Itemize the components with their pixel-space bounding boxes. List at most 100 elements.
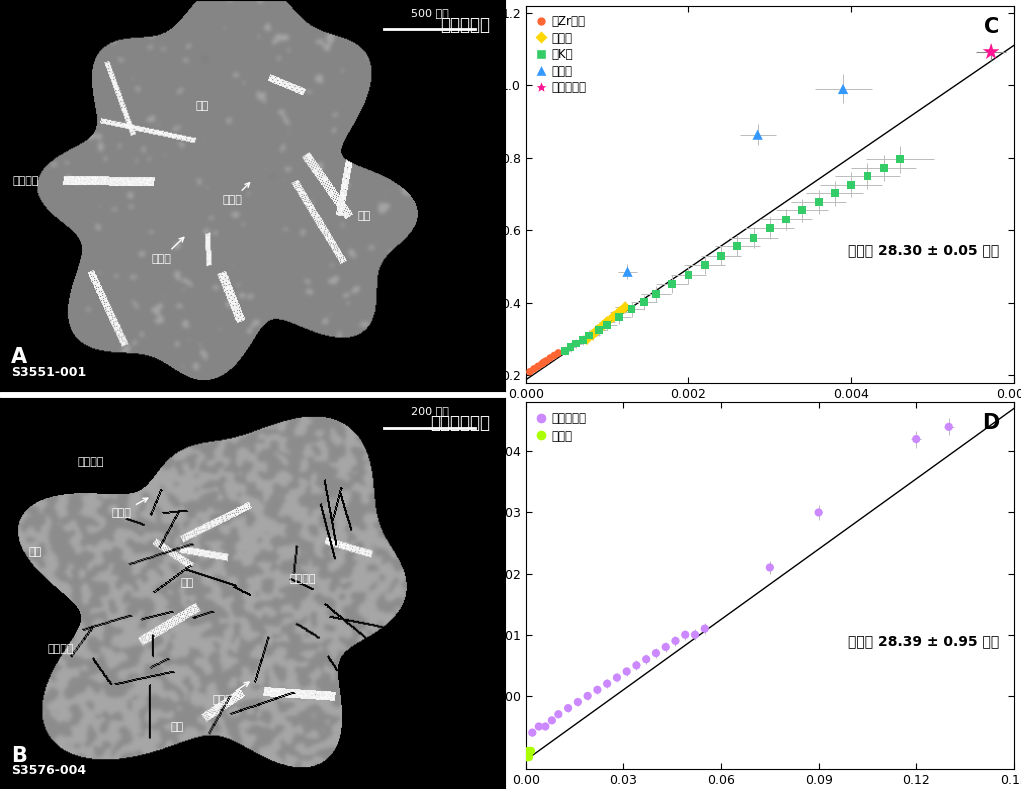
Point	[534, 357, 550, 370]
Point	[568, 337, 584, 350]
Point	[589, 323, 605, 336]
Legend: 含Zr矿物, 磷灰石, 富K相, 陎硫鐵, 月球初始铅: 含Zr矿物, 磷灰石, 富K相, 陎硫鐵, 月球初始铅	[532, 11, 590, 98]
Point	[762, 222, 778, 234]
Text: 超低钓玄武岩: 超低钓玄武岩	[430, 414, 490, 432]
Point	[584, 328, 600, 341]
Text: 单斜辉石: 单斜辉石	[47, 645, 74, 654]
Point	[599, 318, 616, 331]
Text: 单斜辉石: 单斜辉石	[290, 574, 317, 584]
Text: C: C	[984, 17, 1000, 37]
Y-axis label: $^{207}$Pb/$^{206}$Pb: $^{207}$Pb/$^{206}$Pb	[481, 156, 498, 232]
Point	[612, 311, 628, 323]
Point	[619, 665, 635, 678]
Point	[550, 708, 567, 720]
Point	[811, 196, 827, 208]
Point	[713, 249, 729, 262]
Text: 500 微米: 500 微米	[410, 8, 448, 17]
Point	[664, 278, 680, 290]
Text: 钓鐵矿: 钓鐵矿	[212, 682, 249, 705]
Text: B: B	[11, 746, 27, 765]
Point	[519, 751, 535, 764]
Text: 低钓玄武岩: 低钓玄武岩	[440, 16, 490, 34]
Point	[580, 690, 596, 702]
Point	[636, 296, 652, 308]
Point	[624, 303, 640, 316]
Point	[581, 329, 597, 342]
Point	[579, 333, 595, 346]
Text: 钓鐵矿: 钓鐵矿	[151, 237, 184, 264]
Point	[638, 653, 654, 665]
Text: D: D	[982, 413, 1000, 433]
Point	[530, 360, 546, 372]
Point	[560, 702, 576, 715]
Point	[537, 720, 553, 733]
Text: 钓鐵矿: 钓鐵矿	[223, 183, 250, 205]
Text: 长石: 长石	[181, 578, 194, 588]
Point	[612, 305, 628, 318]
Point	[668, 634, 684, 647]
Text: 长石: 长石	[171, 723, 184, 732]
Point	[620, 265, 636, 278]
Point	[811, 507, 827, 519]
Point	[575, 334, 591, 346]
Point	[591, 323, 607, 336]
Point	[696, 259, 713, 271]
Point	[542, 352, 558, 365]
Point	[543, 714, 560, 727]
Y-axis label: $^{87}$Sr/$^{86}$Sr: $^{87}$Sr/$^{86}$Sr	[465, 556, 482, 615]
Text: A: A	[11, 347, 28, 367]
Point	[521, 751, 537, 764]
Point	[891, 153, 908, 166]
Point	[526, 363, 542, 376]
Point	[520, 745, 536, 757]
Point	[520, 751, 536, 764]
Point	[589, 683, 605, 696]
Point	[647, 287, 664, 300]
Point	[595, 319, 612, 331]
Point	[794, 204, 811, 217]
Point	[677, 629, 693, 641]
Text: 200 微米: 200 微米	[410, 406, 448, 416]
X-axis label: $^{204}$Pb/$^{206}$Pb: $^{204}$Pb/$^{206}$Pb	[732, 406, 808, 424]
Text: 长石: 长石	[196, 101, 208, 111]
Point	[749, 129, 766, 141]
Point	[521, 751, 537, 764]
Text: 长石: 长石	[29, 547, 42, 557]
Point	[835, 83, 852, 95]
Point	[647, 647, 664, 660]
Point	[550, 346, 567, 359]
Point	[556, 345, 573, 357]
Point	[983, 46, 1000, 58]
Point	[680, 268, 696, 281]
Text: 单斜辉石: 单斜辉石	[12, 176, 39, 185]
Point	[940, 421, 957, 433]
Legend: 后期填充物, 斜长石: 后期填充物, 斜长石	[532, 408, 590, 446]
Point	[519, 751, 535, 764]
Point	[563, 341, 579, 353]
Point	[519, 751, 535, 764]
Point	[658, 641, 674, 653]
Point	[570, 696, 586, 709]
Point	[599, 677, 616, 690]
Text: 长石: 长石	[357, 211, 371, 221]
Point	[531, 720, 547, 733]
Point	[522, 365, 538, 378]
Text: S3551-001: S3551-001	[11, 366, 87, 379]
Point	[524, 726, 540, 739]
Text: 年龄： 28.39 ± 0.95 亿年: 年龄： 28.39 ± 0.95 亿年	[848, 634, 1000, 648]
Point	[609, 671, 625, 684]
Point	[605, 310, 622, 323]
Point	[827, 187, 843, 200]
Text: 年龄： 28.30 ± 0.05 亿年: 年龄： 28.30 ± 0.05 亿年	[848, 244, 1000, 258]
Point	[628, 659, 644, 671]
Point	[522, 745, 538, 757]
Point	[876, 161, 892, 174]
Point	[536, 356, 552, 368]
Text: 单斜辉石: 单斜辉石	[78, 457, 104, 467]
Point	[538, 354, 554, 367]
Point	[778, 213, 794, 226]
Point	[745, 231, 762, 244]
Point	[696, 623, 713, 635]
Point	[546, 350, 563, 362]
Point	[599, 316, 616, 328]
